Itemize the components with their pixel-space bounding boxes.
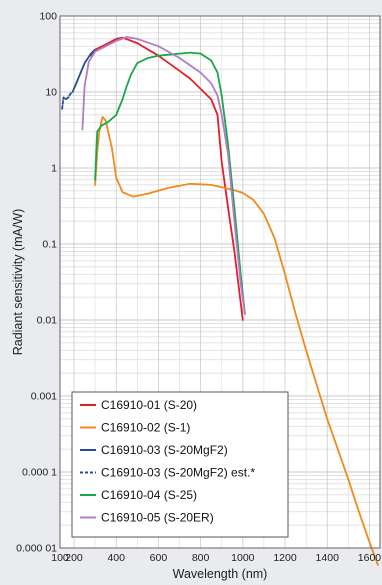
legend-box xyxy=(71,391,289,538)
legend-label: C16910-01 (S-20) xyxy=(101,398,197,412)
legend-label: C16910-05 (S-20ER) xyxy=(101,511,214,525)
x-tick-label: 1600 xyxy=(358,552,382,564)
x-tick-label: 200 xyxy=(65,552,83,564)
y-axis-label: Radiant sensitivity (mA/W) xyxy=(11,209,25,356)
series-line-3 xyxy=(71,48,96,93)
legend-label: C16910-04 (S-25) xyxy=(101,488,197,502)
x-tick-label: 1000 xyxy=(231,552,255,564)
legend-label: C16910-03 (S-20MgF2) est.* xyxy=(101,466,255,480)
y-tick-label: 0.000 01 xyxy=(16,543,57,555)
y-tick-labels: 0.000 01 0.000 1 0.001 0.01 0.1 1 10 100 xyxy=(16,11,57,555)
x-tick-label: 600 xyxy=(150,552,168,564)
series-line-6 xyxy=(81,36,246,315)
x-tick-label: 800 xyxy=(192,552,210,564)
legend-label: C16910-02 (S-1) xyxy=(101,421,190,435)
x-axis-label: Wavelength (nm) xyxy=(173,567,268,581)
x-tick-label: 1400 xyxy=(316,552,340,564)
y-tick-label: 100 xyxy=(39,11,57,23)
series-line-5 xyxy=(94,51,246,315)
series-line-2 xyxy=(94,116,379,566)
legend: C16910-01 (S-20) C16910-02 (S-1) C16910-03… xyxy=(71,391,289,538)
series-line-4 xyxy=(61,91,74,110)
plot-frame xyxy=(59,15,381,549)
legend-label: C16910-03 (S-20MgF2) xyxy=(101,443,228,457)
series-group xyxy=(61,36,379,566)
y-tick-label: 0.000 1 xyxy=(22,467,57,479)
y-tick-label: 10 xyxy=(45,87,57,99)
y-tick-label: 0.1 xyxy=(42,239,57,251)
x-tick-label: 1200 xyxy=(273,552,297,564)
y-tick-label: 0.01 xyxy=(37,315,58,327)
series-line-1 xyxy=(90,36,244,321)
y-tick-label: 1 xyxy=(51,163,57,175)
x-tick-label: 400 xyxy=(107,552,125,564)
x-tick-label: 100 xyxy=(51,552,69,564)
y-tick-label: 0.001 xyxy=(31,391,57,403)
